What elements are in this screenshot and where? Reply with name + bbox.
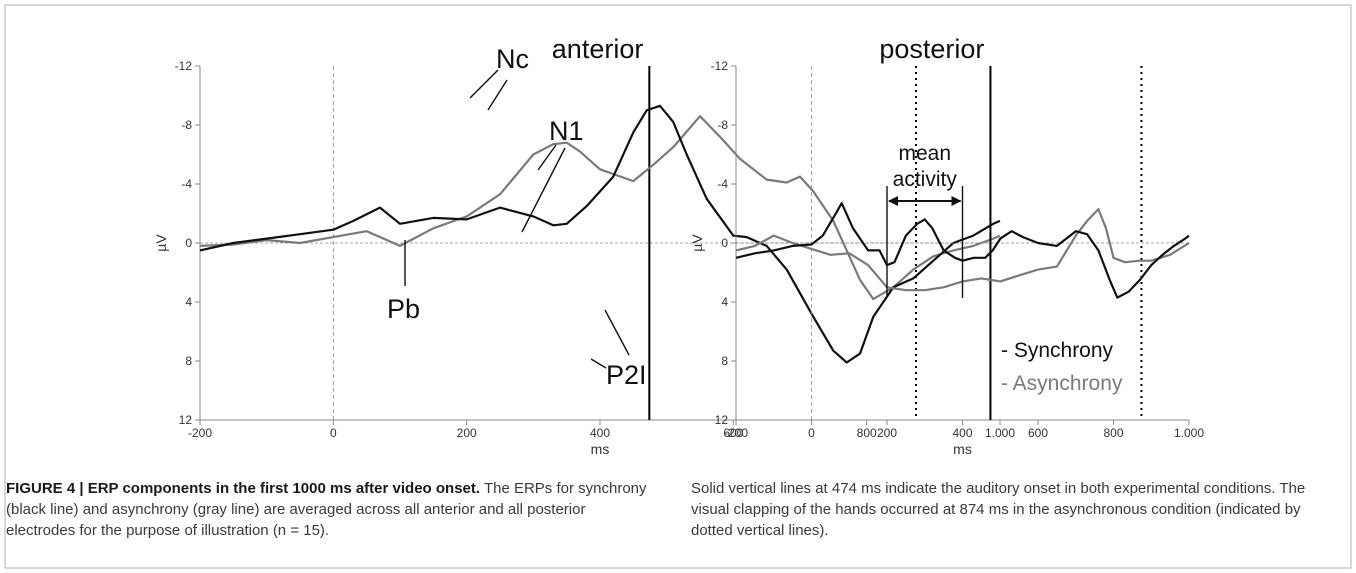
posterior-title: posterior bbox=[879, 34, 984, 64]
anterior-y-tick-label: -12 bbox=[175, 59, 193, 73]
anterior-y-tick-label: 8 bbox=[185, 354, 192, 368]
posterior-x-tick-label: 200 bbox=[877, 426, 897, 440]
anterior-x-tick-label: 1.000 bbox=[985, 426, 1015, 440]
anterior-x-tick-label: 800 bbox=[857, 426, 877, 440]
anterior-x-tick-label: 0 bbox=[330, 426, 337, 440]
anterior-y-tick-label: -8 bbox=[181, 118, 192, 132]
anterior-y-tick-label: 0 bbox=[185, 236, 192, 250]
anterior-n1-leader-2 bbox=[521, 147, 566, 233]
anterior-pb-label: Pb bbox=[387, 294, 420, 324]
anterior-nc-label: Nc bbox=[496, 44, 529, 74]
posterior-y-axis-label: µV bbox=[689, 234, 705, 252]
posterior-y-tick-label: 4 bbox=[721, 295, 728, 309]
posterior-mean-arrow-left bbox=[888, 196, 898, 206]
anterior-n1-leader-1 bbox=[537, 144, 557, 171]
anterior-p2i-leader-2 bbox=[590, 358, 607, 369]
anterior-p2i-leader-1 bbox=[604, 309, 630, 356]
anterior-x-axis-label: ms bbox=[591, 441, 610, 457]
posterior-x-tick-label: 0 bbox=[808, 426, 815, 440]
panel-posterior: -12 -8 -4 0 4 8 12-200 0 200 400 600 800 1.000 ms µV po… bbox=[689, 34, 1204, 457]
anterior-y-axis-label: µV bbox=[153, 234, 169, 252]
posterior-y-tick-label: 8 bbox=[721, 354, 728, 368]
posterior-x-tick-label: 800 bbox=[1103, 426, 1123, 440]
anterior-x-tick-label: 200 bbox=[457, 426, 477, 440]
posterior-y-tick-label: -8 bbox=[717, 118, 728, 132]
anterior-series-synchrony bbox=[199, 104, 1001, 364]
posterior-series-synchrony bbox=[735, 202, 1190, 299]
legend-entry-synchrony: - Synchrony bbox=[1001, 339, 1114, 362]
caption-left: FIGURE 4 | ERP components in the first 1… bbox=[6, 478, 656, 541]
posterior-x-axis-label: ms bbox=[953, 441, 972, 457]
posterior-series-asynchrony bbox=[735, 208, 1190, 292]
anterior-y-tick-label: 4 bbox=[185, 295, 192, 309]
figure-border bbox=[4, 4, 1352, 569]
anterior-y-tick-label: 12 bbox=[179, 413, 193, 427]
anterior-p2i-label: P2I bbox=[606, 360, 647, 390]
posterior-y-tick-label: 0 bbox=[721, 236, 728, 250]
anterior-nc-leader-2 bbox=[487, 79, 508, 111]
anterior-series-asynchrony bbox=[199, 115, 1001, 301]
anterior-title: anterior bbox=[552, 34, 644, 64]
anterior-y-tick-label: -4 bbox=[181, 177, 192, 191]
posterior-y-tick-label: 12 bbox=[715, 413, 729, 427]
posterior-mean-activity-label-1: mean bbox=[898, 142, 951, 165]
anterior-n1-label: N1 bbox=[549, 116, 584, 146]
posterior-mean-activity-label-2: activity bbox=[893, 168, 958, 191]
posterior-mean-arrow-right bbox=[951, 196, 962, 206]
caption-title: FIGURE 4 | ERP components in the first 1… bbox=[6, 480, 481, 497]
posterior-x-tick-label: 400 bbox=[952, 426, 972, 440]
posterior-x-tick-label: -200 bbox=[724, 426, 748, 440]
caption-right: Solid vertical lines at 474 ms indicate … bbox=[691, 478, 1341, 541]
figure-caption: FIGURE 4 | ERP components in the first 1… bbox=[0, 468, 1356, 573]
caption-right-text: Solid vertical lines at 474 ms indicate … bbox=[691, 480, 1306, 539]
legend-entry-asynchrony: - Asynchrony bbox=[1001, 372, 1123, 395]
posterior-y-tick-label: -4 bbox=[717, 177, 728, 191]
anterior-x-tick-label: 400 bbox=[590, 426, 610, 440]
anterior-x-tick-label: 600 bbox=[723, 426, 743, 440]
anterior-nc-leader-1 bbox=[469, 69, 499, 99]
anterior-x-tick-label: -200 bbox=[188, 426, 212, 440]
posterior-x-tick-label: 600 bbox=[1028, 426, 1048, 440]
posterior-y-tick-label: -12 bbox=[711, 59, 729, 73]
caption-left-text: The ERPs for synchrony (black line) and … bbox=[6, 480, 647, 539]
posterior-x-tick-label: 1.000 bbox=[1174, 426, 1204, 440]
